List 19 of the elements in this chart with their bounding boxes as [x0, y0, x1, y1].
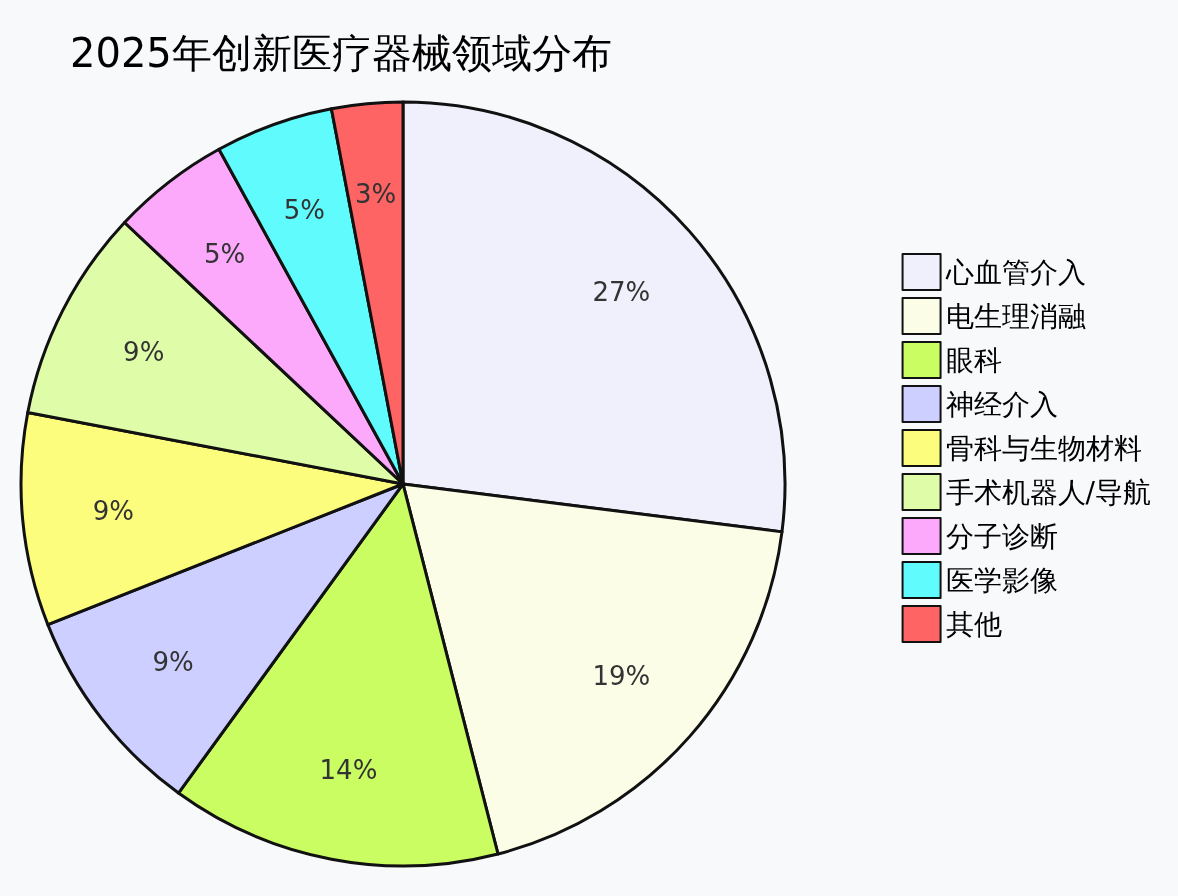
legend-label: 眼科 — [945, 343, 1002, 377]
data-label: 3% — [354, 179, 397, 210]
data-label: 5% — [283, 195, 326, 226]
legend-label: 神经介入 — [945, 387, 1058, 421]
data-label: 19% — [592, 661, 651, 692]
legend-label: 电生理消融 — [945, 299, 1086, 333]
legend-label: 医学影像 — [945, 563, 1058, 597]
data-label: 27% — [592, 276, 651, 307]
legend-label: 其他 — [945, 607, 1002, 641]
legend-label: 分子诊断 — [945, 519, 1058, 553]
chart-title: 2025年创新医疗器械领域分布 — [70, 30, 612, 76]
legend-label: 骨科与生物材料 — [945, 431, 1142, 465]
data-label: 9% — [92, 496, 134, 527]
data-label: 14% — [319, 754, 378, 785]
data-label: 5% — [204, 239, 246, 270]
legend-label: 心血管介入 — [944, 255, 1086, 289]
data-label: 9% — [123, 336, 165, 367]
legend-label: 手术机器人/导航 — [945, 475, 1151, 509]
data-label: 9% — [152, 647, 194, 678]
